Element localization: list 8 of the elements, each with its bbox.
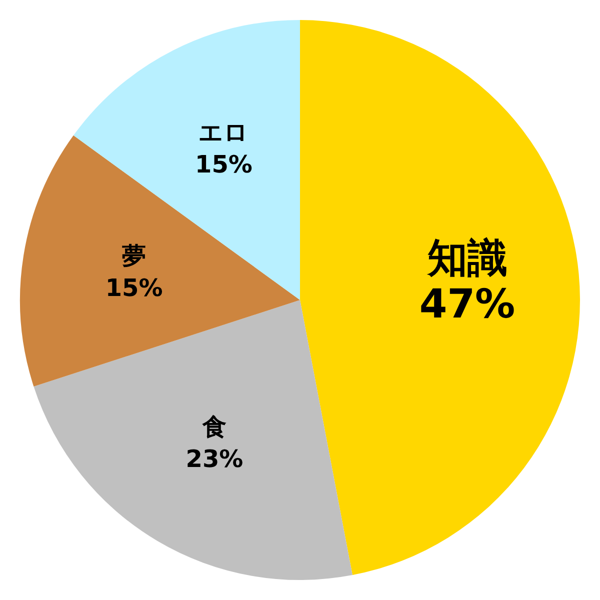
- data-label: 15%: [105, 274, 163, 302]
- slice-label: 食: [201, 412, 226, 441]
- slice-label: 知識: [426, 236, 508, 282]
- data-label: 15%: [195, 150, 252, 179]
- data-label: 47%: [419, 282, 516, 328]
- data-label: 23%: [186, 444, 244, 473]
- slice-label: エロ: [198, 118, 249, 147]
- slice-label: 夢: [122, 242, 146, 270]
